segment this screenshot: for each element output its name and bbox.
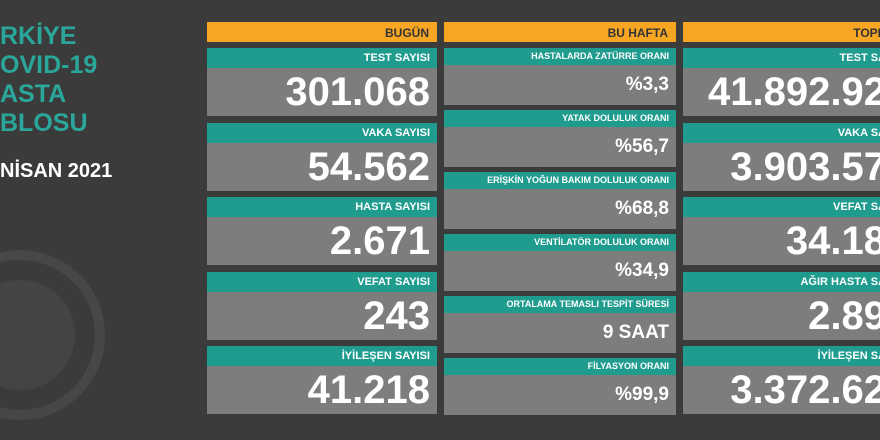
stat-card: FİLYASYON ORANI %99,9 xyxy=(444,358,676,415)
stat-label: VEFAT SA xyxy=(683,197,880,217)
stat-value: 3.372.62 xyxy=(730,368,880,412)
stat-card: VENTİLATÖR DOLULUK ORANI %34,9 xyxy=(444,234,676,291)
title-line: RKİYE xyxy=(0,22,77,50)
stat-value: 9 SAAT xyxy=(602,322,669,343)
title-line: OVID-19 xyxy=(0,51,98,79)
stat-label: VAKA SA xyxy=(683,122,880,143)
stat-card: ERİŞKİN YOĞUN BAKIM DOLULUK ORANI %68,8 xyxy=(444,172,676,229)
stat-label: AĞIR HASTA SA xyxy=(683,271,880,292)
stat-label: VAKA SAYISI xyxy=(207,122,437,143)
stat-value: %68,8 xyxy=(615,198,669,219)
stat-card: İYİLEŞEN SAYISI 41.218 xyxy=(207,346,437,414)
stat-card: İYİLEŞEN SA 3.372.62 xyxy=(683,346,880,414)
stat-value: 41.218 xyxy=(307,368,430,412)
column-header: BU HAFTA xyxy=(444,22,676,42)
title-line: ASTA xyxy=(0,80,67,108)
stat-card: ORTALAMA TEMASLI TESPİT SÜRESİ 9 SAAT xyxy=(444,296,676,353)
stat-value: %3,3 xyxy=(625,74,669,95)
stat-label: VENTİLATÖR DOLULUK ORANI xyxy=(444,234,676,251)
date: NİSAN 2021 xyxy=(0,160,113,182)
stat-label: ERİŞKİN YOĞUN BAKIM DOLULUK ORANI xyxy=(444,172,676,189)
stat-label: HASTALARDA ZATÜRRE ORANI xyxy=(444,48,676,65)
stat-label: İYİLEŞEN SAYISI xyxy=(207,346,437,366)
emblem xyxy=(0,250,105,420)
stat-value: %56,7 xyxy=(615,136,669,157)
stat-label: TEST SAYISI xyxy=(207,48,437,68)
column-header: TOPL xyxy=(683,22,880,42)
stat-card: HASTALARDA ZATÜRRE ORANI %3,3 xyxy=(444,48,676,105)
stat-value: 34.18 xyxy=(785,219,880,263)
stat-value: 2.89 xyxy=(808,293,880,338)
stat-value: %99,9 xyxy=(615,384,669,405)
stat-card: AĞIR HASTA SA 2.89 xyxy=(683,271,880,340)
column-header: BUGÜN xyxy=(207,22,437,42)
stat-label: VEFAT SAYISI xyxy=(207,271,437,292)
stat-value: 2.671 xyxy=(329,219,430,263)
stat-card: TEST SA41.892.92 xyxy=(683,48,880,116)
stat-card: HASTA SAYISI 2.671 xyxy=(207,197,437,265)
stat-label: ORTALAMA TEMASLI TESPİT SÜRESİ xyxy=(444,296,676,313)
stat-card: VAKA SAYISI 54.562 xyxy=(207,122,437,191)
stat-value: 301.068 xyxy=(285,70,430,114)
title-line: BLOSU xyxy=(0,109,88,137)
stat-card: VEFAT SA34.18 xyxy=(683,197,880,265)
stat-label: FİLYASYON ORANI xyxy=(444,358,676,375)
stat-label: İYİLEŞEN SA xyxy=(683,346,880,366)
stat-value: 243 xyxy=(363,293,430,338)
stat-value: %34,9 xyxy=(615,260,669,281)
stat-card: VAKA SA3.903.57 xyxy=(683,122,880,191)
stat-card: TEST SAYISI 301.068 xyxy=(207,48,437,116)
stat-value: 41.892.92 xyxy=(708,70,880,114)
stat-label: HASTA SAYISI xyxy=(207,197,437,217)
stat-label: TEST SA xyxy=(683,48,880,68)
stat-value: 54.562 xyxy=(307,144,430,189)
stat-card: VEFAT SAYISI 243 xyxy=(207,271,437,340)
stat-value: 3.903.57 xyxy=(730,144,880,189)
stat-card: YATAK DOLULUK ORANI %56,7 xyxy=(444,110,676,167)
stat-label: YATAK DOLULUK ORANI xyxy=(444,110,676,127)
